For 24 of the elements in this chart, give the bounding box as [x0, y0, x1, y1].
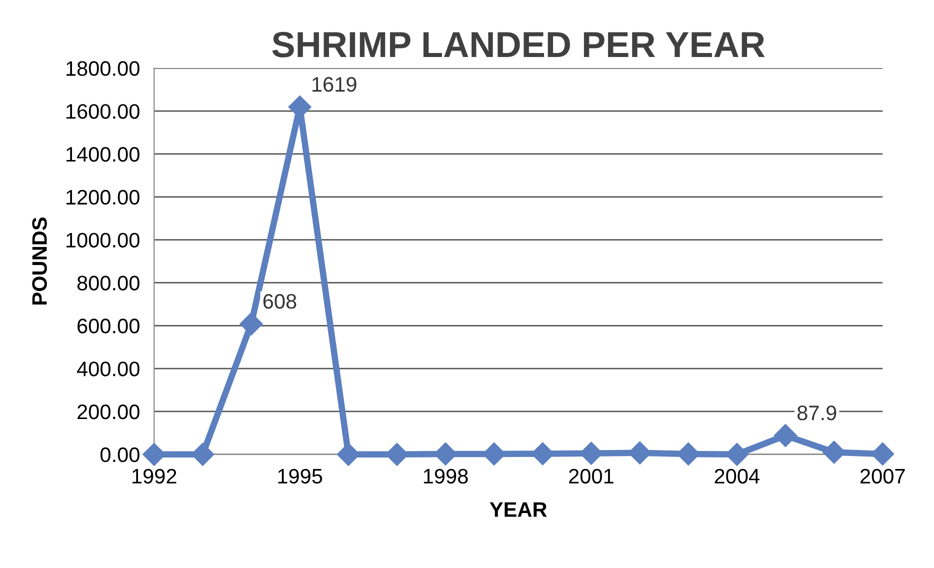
data-label: 608 — [263, 294, 296, 309]
x-tick-label: 1995 — [278, 468, 322, 484]
x-tick-label: 1992 — [132, 468, 176, 484]
y-tick-label: 1600.00 — [66, 104, 140, 119]
point — [240, 312, 263, 336]
y-tick-label: 1200.00 — [66, 190, 140, 205]
data-label: 87.9 — [798, 406, 836, 420]
y-tick-label: 1800.00 — [66, 61, 140, 76]
x-tick-label: 2004 — [714, 468, 760, 484]
data-label: 1619 — [312, 77, 356, 92]
x-axis-title: YEAR — [490, 502, 547, 517]
y-tick-label: 200.00 — [78, 404, 140, 420]
y-tick-label: 1400.00 — [66, 146, 140, 162]
x-tick-label: 1998 — [424, 468, 468, 484]
chart-title: SHRIMP LANDED PER YEAR — [272, 32, 765, 58]
x-tick-label: 2007 — [860, 468, 905, 484]
point — [774, 424, 797, 448]
x-tick-label: 2001 — [569, 468, 614, 484]
y-axis-title: POUNDS — [32, 218, 47, 304]
y-tick-label: 0.00 — [100, 447, 140, 462]
y-tick-label: 600.00 — [78, 318, 140, 334]
y-tick-label: 400.00 — [76, 362, 140, 376]
y-tick-label: 1000.00 — [66, 232, 140, 248]
y-tick-label: 800.00 — [77, 276, 140, 290]
